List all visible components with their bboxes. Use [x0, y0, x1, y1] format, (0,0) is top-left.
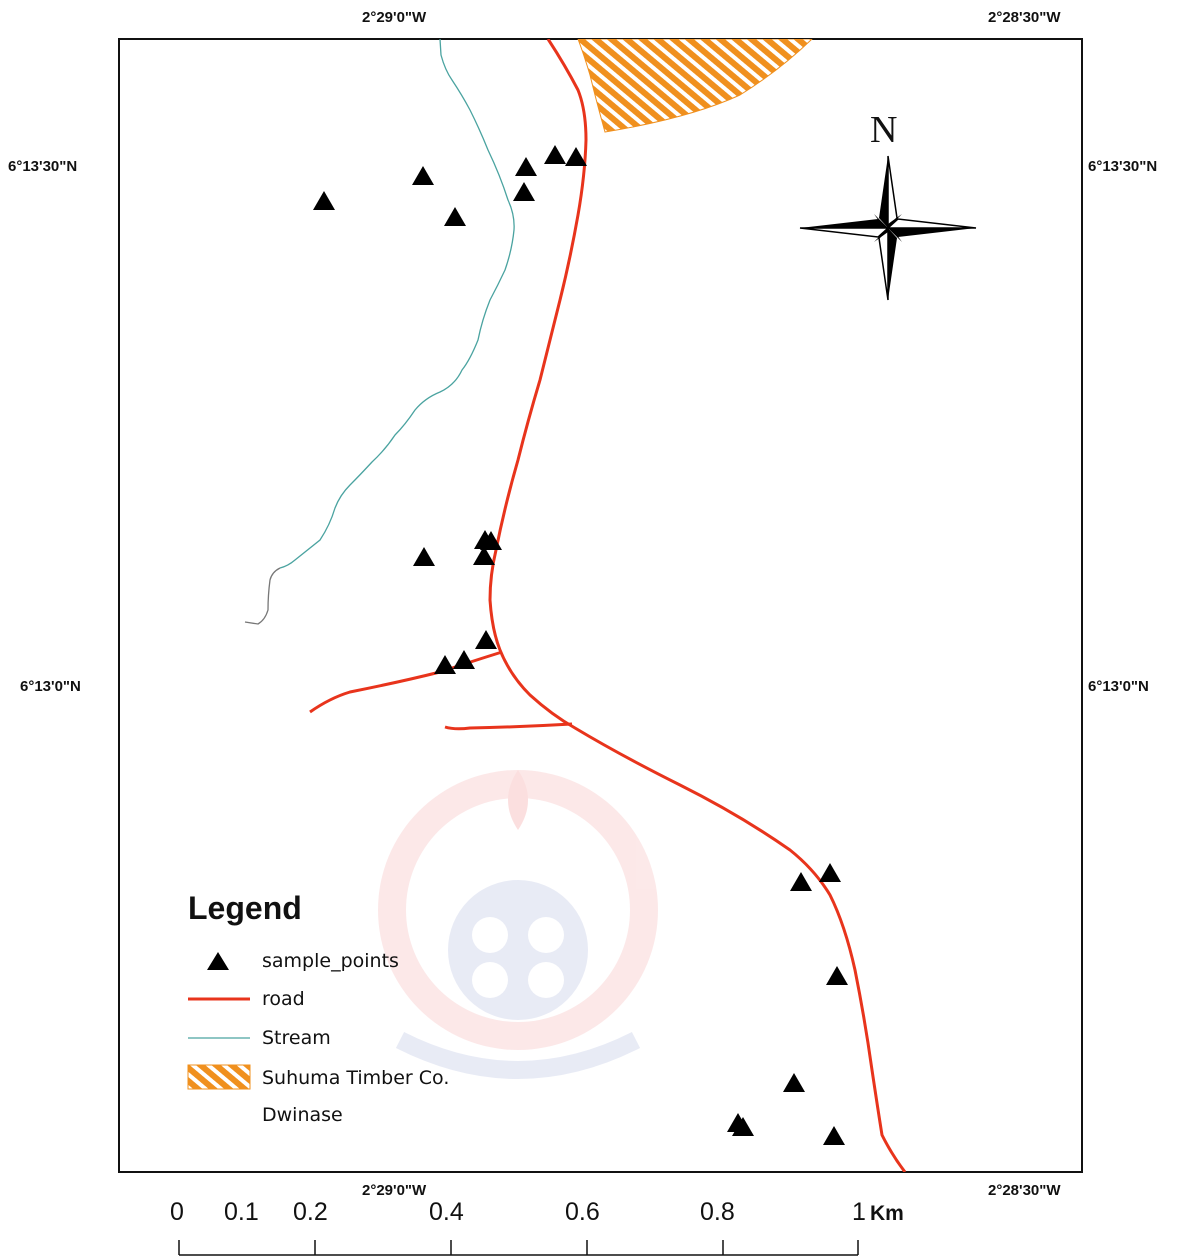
road-south-branch: [444, 722, 573, 731]
sample-points-layer: [313, 145, 848, 1145]
legend-label-dwinase: Dwinase: [262, 1104, 343, 1126]
coord-bottom-left: 2°29'0"W: [362, 1182, 427, 1199]
legend-timber-swatch: [187, 1064, 251, 1090]
coord-left-lower: 6°13'0"N: [20, 678, 81, 695]
coord-right-upper: 6°13'30"N: [1088, 158, 1158, 175]
scale-label-0-4: 0.4: [429, 1198, 464, 1226]
sample-point-triangle-icon: [783, 1073, 805, 1092]
scale-bar: [178, 1240, 859, 1256]
legend-label-timber: Suhuma Timber Co.: [262, 1067, 450, 1089]
sample-point-triangle-icon: [790, 872, 812, 891]
legend-label-sample-points: sample_points: [262, 950, 399, 972]
sample-point-triangle-icon: [473, 546, 495, 565]
sample-point-triangle-icon: [412, 166, 434, 185]
compass-rose-icon: [799, 155, 977, 301]
sample-point-triangle-icon: [823, 1126, 845, 1145]
scale-label-0: 0: [170, 1198, 184, 1226]
coord-right-lower: 6°13'0"N: [1088, 678, 1149, 695]
scale-unit: Km: [870, 1202, 904, 1225]
coord-top-right: 2°28'30"W: [988, 9, 1061, 26]
sample-point-triangle-icon: [313, 191, 335, 210]
scale-label-1: 1: [852, 1198, 866, 1226]
timber-area: [577, 39, 813, 133]
scale-label-0-6: 0.6: [565, 1198, 600, 1226]
legend-title: Legend: [188, 890, 302, 926]
sample-point-triangle-icon: [544, 145, 566, 164]
watermark-seal-icon: [378, 770, 658, 1079]
stream-line: [279, 39, 515, 569]
legend-triangle-icon: [207, 952, 229, 970]
sample-point-triangle-icon: [453, 650, 475, 669]
legend-label-road: road: [262, 988, 305, 1010]
coord-left-upper: 6°13'30"N: [8, 158, 78, 175]
north-letter: N: [870, 109, 898, 151]
coord-top-left: 2°29'0"W: [362, 9, 427, 26]
road-west-branch: [309, 650, 503, 714]
legend-label-stream: Stream: [262, 1027, 331, 1049]
sample-point-triangle-icon: [819, 863, 841, 882]
coord-bottom-right: 2°28'30"W: [988, 1182, 1061, 1199]
sample-point-triangle-icon: [444, 207, 466, 226]
sample-point-triangle-icon: [732, 1117, 754, 1136]
stream-line-lower: [244, 567, 281, 625]
sample-point-triangle-icon: [826, 966, 848, 985]
sample-point-triangle-icon: [413, 547, 435, 566]
sample-point-triangle-icon: [480, 531, 502, 550]
sample-point-triangle-icon: [475, 630, 497, 649]
scale-label-0-8: 0.8: [700, 1198, 735, 1226]
sample-point-triangle-icon: [434, 655, 456, 674]
sample-point-triangle-icon: [513, 182, 535, 201]
sample-point-triangle-icon: [515, 157, 537, 176]
scale-label-0-2: 0.2: [293, 1198, 328, 1226]
sample-point-triangle-icon: [565, 147, 587, 166]
scale-label-0-1: 0.1: [224, 1198, 259, 1226]
